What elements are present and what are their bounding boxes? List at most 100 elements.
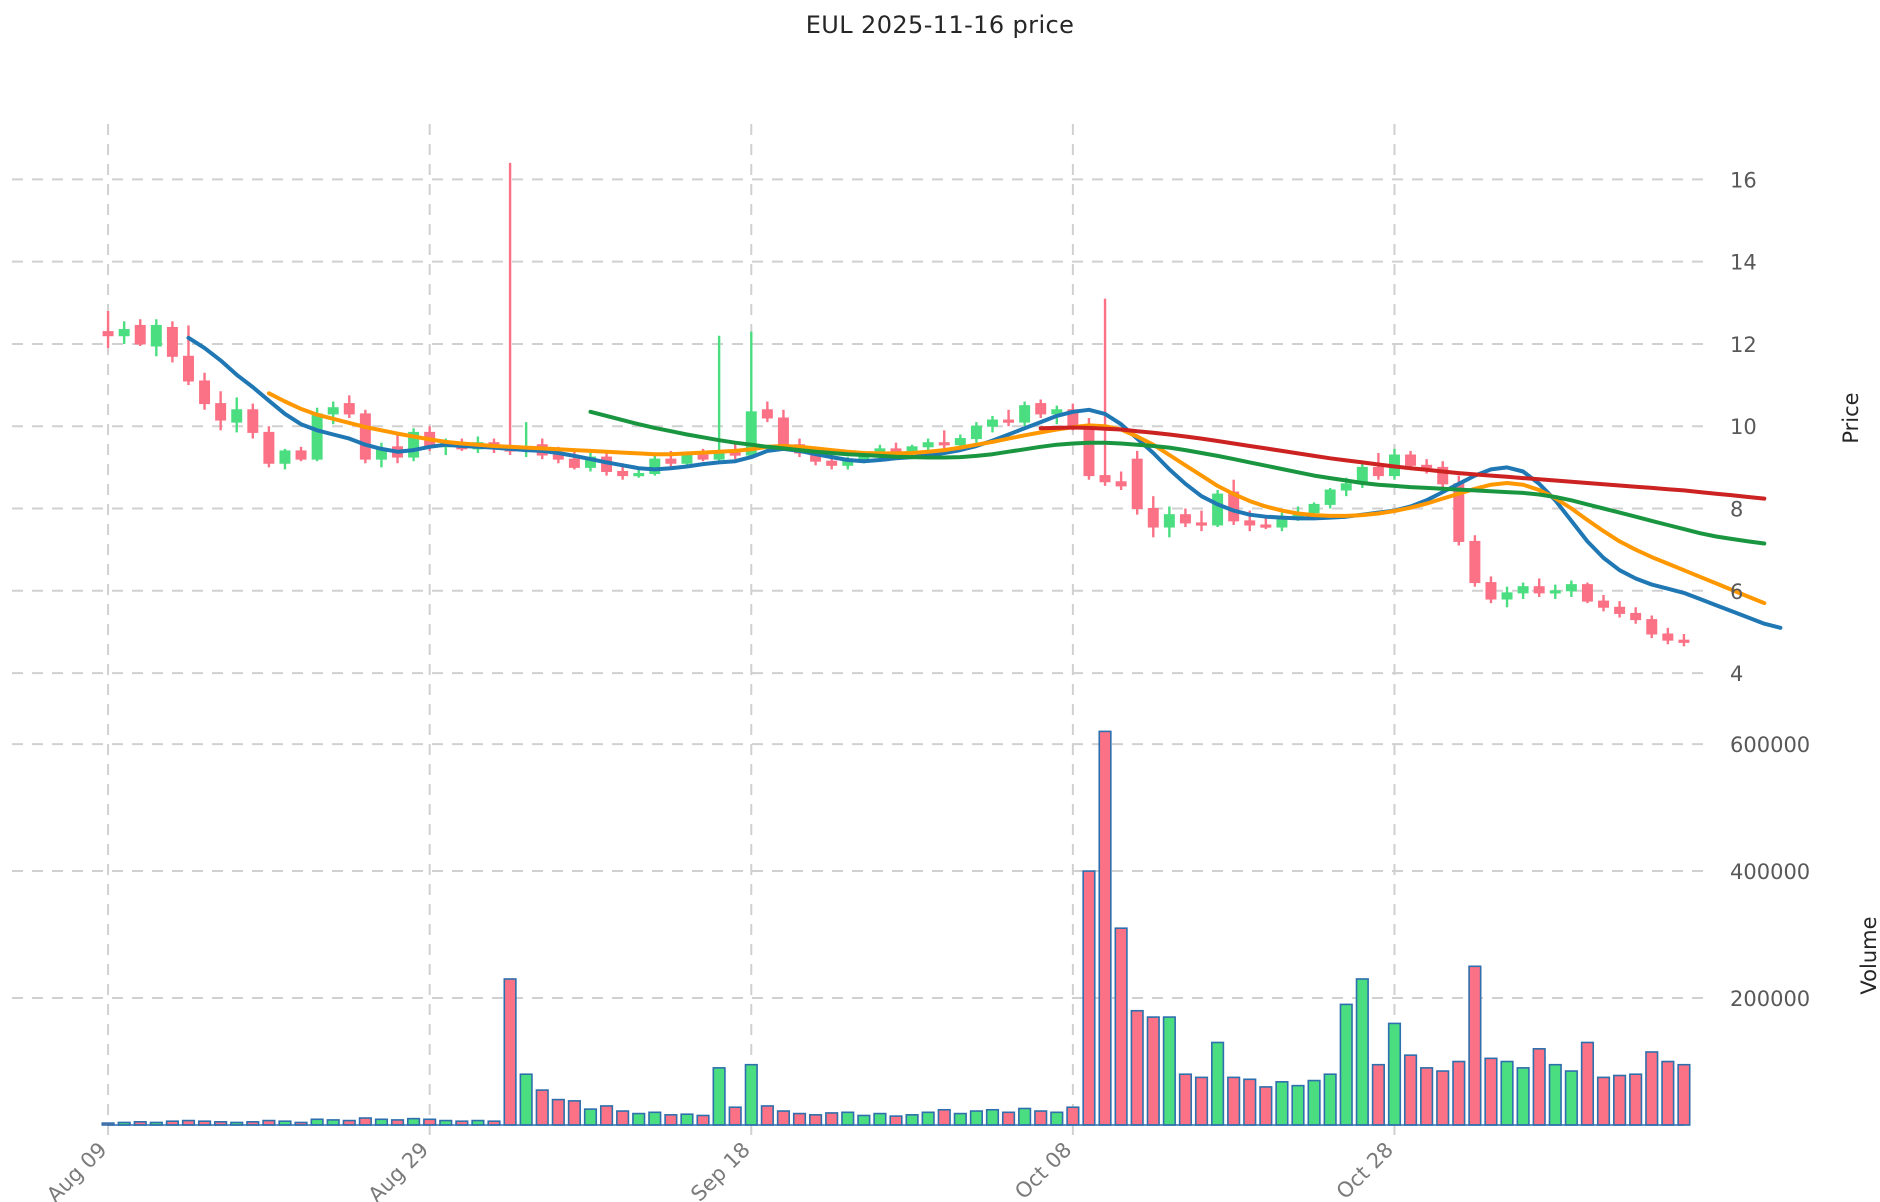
volume-bar <box>1532 1048 1546 1126</box>
candle-body <box>1549 590 1561 594</box>
candle-body <box>1003 419 1015 423</box>
candle-body <box>359 413 371 460</box>
volume-bar <box>1018 1107 1032 1126</box>
volume-bar <box>873 1112 887 1126</box>
candle-body <box>1372 466 1384 477</box>
volume-bar <box>1387 1022 1402 1126</box>
volume-bar <box>760 1105 774 1126</box>
volume-bar <box>1162 1016 1176 1126</box>
price-tick-label: 6 <box>1730 580 1743 604</box>
candle-body <box>649 458 661 475</box>
candle-body <box>922 442 934 448</box>
volume-bar <box>503 978 517 1126</box>
candle-body <box>761 409 773 419</box>
volume-bar <box>776 1110 791 1126</box>
volume-bar <box>1307 1079 1321 1126</box>
ma-line-short <box>186 335 1783 630</box>
candle-body <box>1115 481 1127 487</box>
volume-bar <box>1034 1110 1048 1126</box>
candle-body <box>1324 489 1336 505</box>
volume-bar <box>1468 965 1482 1126</box>
volume-bar <box>1564 1070 1578 1126</box>
candle-body <box>182 355 194 382</box>
volume-bar <box>1291 1084 1305 1126</box>
volume-bar <box>728 1106 742 1126</box>
candle-body <box>1179 514 1191 524</box>
candle-body <box>1308 503 1320 514</box>
candle-body <box>697 454 709 460</box>
candle-body <box>1485 582 1497 600</box>
volume-bar <box>1146 1016 1160 1126</box>
volume-bar <box>632 1112 646 1126</box>
volume-bar <box>648 1111 662 1126</box>
candle-body <box>1437 466 1449 485</box>
volume-bar <box>1098 730 1112 1126</box>
volume-bar <box>1677 1063 1691 1126</box>
volume-bar <box>1339 1003 1353 1126</box>
volume-bar <box>1629 1073 1643 1126</box>
volume-bar <box>969 1110 983 1126</box>
volume-tick-label: 400000 <box>1730 860 1810 884</box>
grid-layer <box>12 124 1712 1135</box>
candle-body <box>343 403 355 415</box>
candle-body <box>826 460 838 466</box>
volume-bar <box>696 1114 710 1126</box>
price-tick-label: 16 <box>1730 168 1757 192</box>
price-tick-label: 14 <box>1730 251 1757 275</box>
page-title: EUL 2025-11-16 price <box>805 11 1075 39</box>
volume-bar <box>905 1114 919 1126</box>
volume-bar <box>985 1108 1000 1126</box>
volume-bar <box>1114 927 1128 1126</box>
volume-bar <box>1050 1111 1064 1126</box>
candle-body <box>1501 592 1513 600</box>
candle-body <box>408 431 420 458</box>
volume-bar <box>551 1098 565 1126</box>
candle-body <box>295 450 307 460</box>
volume-bar <box>1227 1076 1241 1126</box>
volume-bar <box>1275 1081 1289 1126</box>
candle-body <box>1565 584 1577 592</box>
candle-body <box>777 417 789 446</box>
candle-body <box>681 454 693 464</box>
volume-bar <box>1436 1070 1450 1126</box>
volume-bar <box>599 1105 614 1126</box>
candlestick-layer <box>102 162 1690 647</box>
volume-bar <box>423 1118 437 1126</box>
candle-body <box>327 407 339 415</box>
volume-bar <box>1130 1009 1144 1126</box>
volume-bar <box>889 1115 903 1126</box>
volume-bar <box>1661 1060 1675 1126</box>
candle-body <box>166 326 178 357</box>
volume-bar <box>1355 978 1369 1126</box>
volume-bar <box>841 1111 855 1126</box>
candle-body <box>954 438 966 446</box>
volume-tick-label: 200000 <box>1730 987 1810 1011</box>
candle-body <box>102 331 114 337</box>
volume-bar <box>407 1117 421 1126</box>
ma-line-medium <box>266 391 1767 606</box>
volume-bar <box>680 1113 694 1126</box>
volume-bar <box>953 1112 967 1126</box>
candle-body <box>118 329 130 337</box>
volume-bar <box>1178 1073 1193 1126</box>
candle-body <box>215 403 227 421</box>
candle-body <box>1019 405 1031 423</box>
candle-body <box>938 442 950 446</box>
volume-tick-label: 600000 <box>1730 733 1810 757</box>
candle-body <box>1083 425 1095 477</box>
candle-body <box>263 431 275 464</box>
candle-body <box>1099 475 1111 483</box>
date-tick-label: Aug 29 <box>364 1138 434 1202</box>
volume-bar <box>664 1114 678 1126</box>
candle-body <box>1163 514 1175 528</box>
candle-body <box>1533 586 1545 594</box>
volume-bar <box>1259 1086 1273 1126</box>
volume-bar <box>1613 1074 1627 1126</box>
volume-bar <box>937 1108 951 1126</box>
date-tick-label: Sep 18 <box>686 1138 755 1202</box>
volume-bar <box>1548 1063 1562 1126</box>
volume-bar <box>1452 1060 1466 1126</box>
candle-body <box>617 470 629 477</box>
candle-body <box>633 473 645 477</box>
